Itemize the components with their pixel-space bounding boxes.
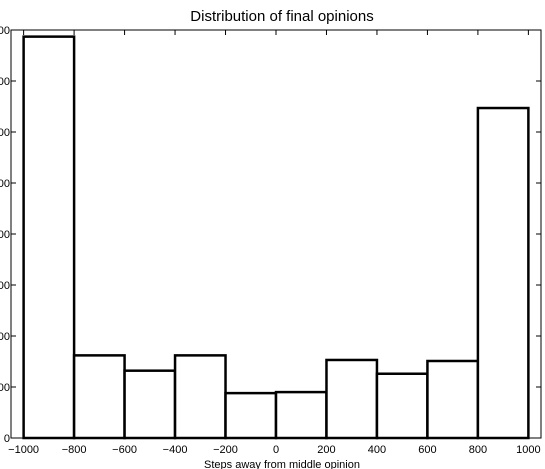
- histogram-bar: [123, 369, 177, 440]
- histogram-bar: [72, 354, 126, 440]
- y-tick-label: 400: [0, 229, 10, 241]
- x-tick-label: −1000: [8, 444, 39, 456]
- chart-title: Distribution of final opinions: [190, 8, 373, 25]
- histogram-bar: [224, 391, 278, 440]
- histogram-bar: [426, 359, 480, 440]
- x-tick-label: 800: [469, 444, 487, 456]
- histogram-bar: [325, 358, 379, 440]
- y-tick-label: 100: [0, 382, 10, 394]
- bars-group: [22, 35, 530, 440]
- x-tick-label: 600: [418, 444, 436, 456]
- y-tick-label: 600: [0, 127, 10, 139]
- x-axis: −1000 −800 −600 −400 −200 0 200 400 600 800 1000: [8, 30, 541, 456]
- y-tick-label: 700: [0, 76, 10, 88]
- x-tick-label: −200: [213, 444, 238, 456]
- x-tick-label: 200: [317, 444, 335, 456]
- x-axis-label: Steps away from middle opinion: [204, 459, 360, 469]
- histogram-bar: [375, 372, 429, 440]
- histogram-bar: [22, 35, 76, 440]
- x-tick-label: 400: [368, 444, 386, 456]
- histogram-bar: [274, 390, 328, 440]
- y-tick-label: 200: [0, 331, 10, 343]
- x-tick-label: −800: [62, 444, 87, 456]
- x-tick-label: 1000: [516, 444, 540, 456]
- x-tick-label: −400: [163, 444, 188, 456]
- histogram-bar: [476, 106, 530, 440]
- x-tick-label: −600: [112, 444, 137, 456]
- histogram-bar: [173, 354, 227, 440]
- y-axis: 0 100 200 300 400 500 600 700 800: [0, 25, 541, 445]
- y-tick-label: 300: [0, 280, 10, 292]
- x-tick-label: 0: [273, 444, 279, 456]
- y-tick-label: 0: [4, 433, 10, 445]
- y-tick-label: 800: [0, 25, 10, 37]
- y-tick-label: 500: [0, 178, 10, 190]
